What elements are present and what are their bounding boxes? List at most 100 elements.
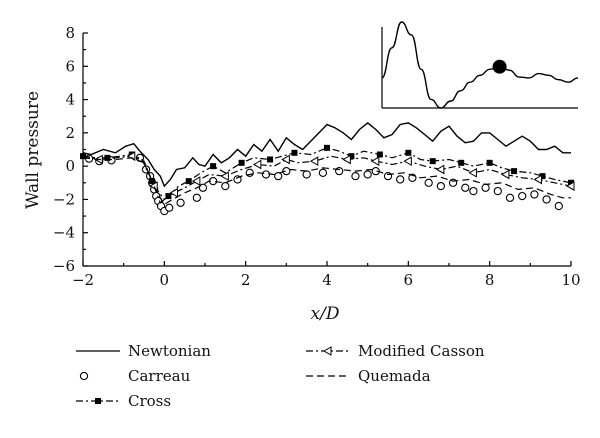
data-point [302, 170, 311, 179]
data-point [342, 154, 351, 165]
x-tick-label: −2 [72, 271, 94, 289]
series-newtonian [82, 121, 571, 188]
data-point [554, 201, 563, 211]
series-line [82, 121, 571, 188]
y-ticks: −6 −4 −2 0 2 4 6 8 [53, 24, 88, 275]
data-point [469, 186, 478, 196]
y-tick-label: −6 [53, 257, 75, 275]
data-point [500, 169, 510, 180]
data-point [176, 198, 185, 207]
data-point [481, 183, 490, 192]
data-point [424, 178, 433, 187]
x-tick-label: 0 [160, 271, 170, 289]
y-axis-title: Wall pressure [23, 91, 43, 209]
data-point [185, 178, 192, 185]
series-layer [80, 121, 575, 216]
legend-label: Quemada [358, 367, 431, 385]
series-line [82, 157, 571, 206]
x-tick-label: 4 [322, 271, 332, 289]
legend-item: Quemada [306, 367, 431, 385]
legend-item: Cross [76, 392, 171, 410]
data-point [281, 154, 290, 165]
data-point [533, 174, 542, 185]
data-point [486, 159, 493, 166]
data-point [383, 171, 393, 181]
y-tick-label: 6 [65, 57, 75, 75]
series-line [82, 155, 572, 201]
inset-position-marker [492, 59, 507, 74]
data-point [403, 156, 412, 167]
x-tick-label: 2 [241, 271, 251, 289]
legend: Newtonian Carreau Cross Modified Casson Quem… [76, 342, 485, 410]
x-tick-label: 10 [561, 271, 580, 289]
y-tick-label: 2 [65, 124, 75, 142]
data-point [505, 193, 515, 202]
legend-item: Carreau [79, 367, 191, 385]
data-point [192, 193, 202, 202]
data-point [267, 156, 274, 163]
data-point [221, 181, 230, 191]
data-point [351, 171, 360, 181]
data-point [435, 164, 445, 175]
x-axis-title: x/D [311, 304, 340, 324]
data-point [191, 176, 201, 186]
data-point [405, 149, 412, 156]
data-point [104, 154, 111, 161]
data-point [458, 159, 465, 166]
data-point [396, 175, 405, 184]
data-point [220, 171, 229, 181]
legend-label: Newtonian [128, 342, 211, 360]
legend-marker [322, 346, 332, 356]
series-quemada [82, 157, 571, 206]
data-point [324, 144, 330, 151]
data-point [252, 159, 262, 170]
inset-curve [381, 21, 579, 109]
data-point [542, 195, 551, 204]
series-carreau [84, 153, 563, 216]
data-point [309, 156, 319, 167]
data-point [539, 173, 546, 180]
x-ticks: −2 0 2 4 6 8 10 [72, 261, 581, 289]
legend-label: Cross [128, 392, 171, 410]
legend-item: Modified Casson [306, 342, 485, 360]
legend-marker [95, 398, 101, 404]
data-point [335, 166, 344, 176]
y-tick-label: 0 [65, 157, 75, 175]
x-tick-label: 8 [485, 271, 495, 289]
x-tick-label: 6 [404, 271, 414, 289]
inset-plot [381, 21, 579, 109]
data-point [493, 186, 502, 196]
data-point [165, 203, 174, 212]
data-point [169, 187, 178, 198]
data-point [210, 163, 217, 170]
y-tick-label: 8 [65, 24, 75, 42]
series-modified-casson [82, 151, 575, 201]
data-point [436, 181, 446, 191]
data-point [518, 191, 527, 201]
data-point [568, 179, 574, 186]
data-point [565, 181, 575, 191]
data-point [363, 170, 372, 179]
data-point [530, 190, 539, 199]
data-point [461, 183, 470, 192]
data-point [238, 159, 245, 166]
data-point [318, 168, 328, 177]
data-point [282, 166, 291, 176]
data-point [511, 168, 518, 175]
legend-label: Carreau [128, 367, 191, 385]
data-point [291, 149, 298, 156]
y-tick-label: −2 [53, 190, 75, 208]
y-tick-label: −4 [53, 224, 75, 242]
data-point [348, 153, 355, 160]
data-point [80, 153, 86, 160]
data-point [429, 158, 436, 165]
legend-item: Newtonian [76, 342, 211, 360]
data-point [371, 166, 380, 176]
y-tick-label: 4 [65, 91, 75, 109]
data-point [370, 156, 380, 167]
data-point [274, 171, 283, 181]
data-point [468, 167, 477, 178]
legend-symbol [79, 371, 89, 381]
legend-label: Modified Casson [358, 342, 485, 360]
